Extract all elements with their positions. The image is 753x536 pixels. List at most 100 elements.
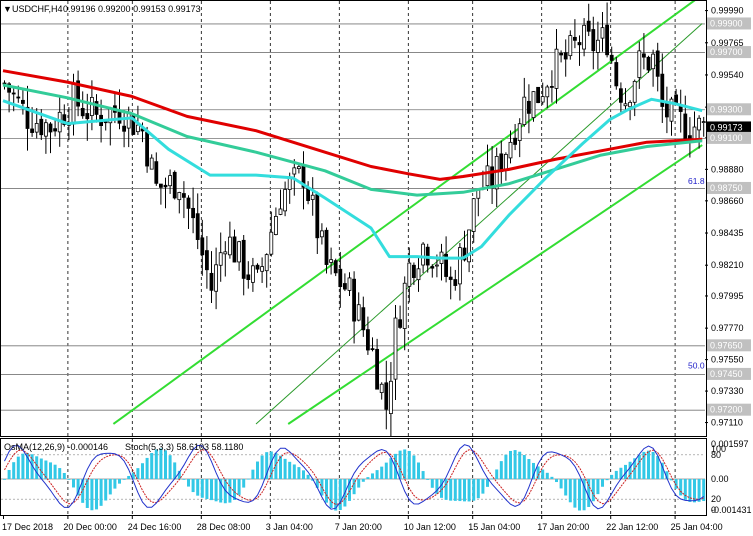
osma-bar — [440, 479, 443, 498]
chart-collapse-icon[interactable]: ▼ — [3, 4, 12, 14]
y-tick-label: 0.97110 — [711, 418, 743, 428]
osma-bar — [228, 479, 232, 503]
candle-body — [177, 192, 182, 201]
candle-body — [94, 101, 99, 115]
fib-label: 61.8 — [688, 176, 705, 186]
candle-body — [393, 317, 398, 380]
osma-bar — [573, 479, 577, 508]
candle-body — [646, 56, 651, 71]
osma-bar — [518, 451, 522, 480]
candle-body — [388, 380, 393, 414]
candle-body — [591, 29, 596, 52]
osma-bar — [536, 466, 540, 480]
osma-bar — [58, 468, 62, 480]
candle-body — [342, 283, 347, 290]
candle-body — [237, 241, 242, 263]
ema-cyan-line — [2, 97, 703, 260]
level-price-box — [707, 181, 751, 194]
osma-bar — [329, 479, 333, 508]
osma-bar — [182, 479, 186, 480]
osma-bar — [90, 479, 94, 511]
candle-body — [287, 177, 292, 190]
osma-bar — [688, 479, 692, 502]
candle-body — [614, 62, 619, 87]
candle-body — [296, 166, 301, 170]
candle-body — [356, 304, 361, 321]
candle-body — [545, 86, 550, 98]
osma-bar — [670, 479, 673, 481]
osma-bar — [463, 479, 466, 502]
osma-bar — [559, 479, 563, 489]
osma-bar — [233, 479, 236, 500]
osma-bar — [545, 472, 549, 480]
level-price-label: 0.99300 — [710, 104, 743, 114]
osma-bar — [26, 453, 29, 480]
candle-body — [411, 264, 416, 278]
candle-body — [398, 319, 403, 328]
osma-readout: OsMA(12,26,9) -0.000146 — [4, 442, 108, 452]
osma-bar — [177, 470, 181, 480]
candle-body — [168, 175, 173, 187]
candle-body — [655, 50, 660, 77]
osma-bar — [614, 470, 618, 480]
osma-bar — [449, 479, 453, 501]
candle-body — [527, 100, 531, 114]
candle-body — [209, 272, 214, 291]
candle-body — [195, 213, 200, 240]
candle-body — [214, 264, 219, 292]
candle-body — [586, 20, 591, 32]
candle-body — [522, 96, 527, 125]
x-tick-label: 7 Jan 20:00 — [335, 522, 382, 532]
candle-body — [407, 262, 412, 287]
osma-bar — [403, 449, 407, 480]
candle-body — [319, 230, 324, 238]
osma-bar — [49, 462, 52, 480]
candle-body — [490, 166, 495, 189]
candle-body — [223, 251, 228, 255]
osma-bar — [490, 478, 494, 480]
chart-symbol-title: USDCHF,H4 — [12, 4, 63, 14]
x-tick-label: 10 Jan 12:00 — [404, 522, 456, 532]
candle-body — [122, 125, 126, 132]
candle-body — [683, 113, 688, 139]
osc-axis-label: 0.001597 — [711, 439, 749, 449]
candle-body — [227, 236, 232, 256]
osma-bar — [380, 466, 384, 480]
y-tick-label: 0.97770 — [711, 323, 744, 333]
candle-body — [674, 94, 678, 104]
osma-bar — [679, 479, 683, 496]
osma-bar — [67, 479, 71, 480]
x-tick-label: 3 Jan 04:00 — [266, 522, 313, 532]
osma-bar — [237, 479, 241, 495]
osma-bar — [16, 456, 20, 480]
osma-bar — [619, 467, 623, 480]
candle-body — [34, 123, 39, 133]
osma-bar — [39, 458, 43, 480]
candle-body — [145, 131, 150, 167]
candle-body — [536, 86, 540, 104]
osma-bar — [168, 455, 172, 480]
candle-body — [577, 42, 582, 46]
candle-body — [76, 80, 80, 107]
osma-bar — [628, 461, 632, 480]
osma-bar — [260, 455, 264, 480]
candle-body — [241, 239, 246, 279]
osma-bar — [564, 479, 568, 496]
osma-bar — [522, 455, 526, 480]
osma-bar — [587, 479, 591, 507]
osma-bar — [164, 450, 167, 480]
candle-body — [62, 114, 67, 125]
candle-body — [181, 193, 186, 198]
candle-body — [600, 27, 605, 39]
candle-body — [338, 268, 343, 288]
candle-body — [370, 348, 375, 351]
osma-bar — [334, 479, 338, 511]
candle-body — [255, 264, 260, 270]
osma-bar — [412, 455, 416, 480]
candle-body — [44, 122, 48, 137]
candle-body — [568, 35, 573, 57]
osma-bar — [352, 479, 356, 495]
osma-bar — [159, 448, 163, 480]
